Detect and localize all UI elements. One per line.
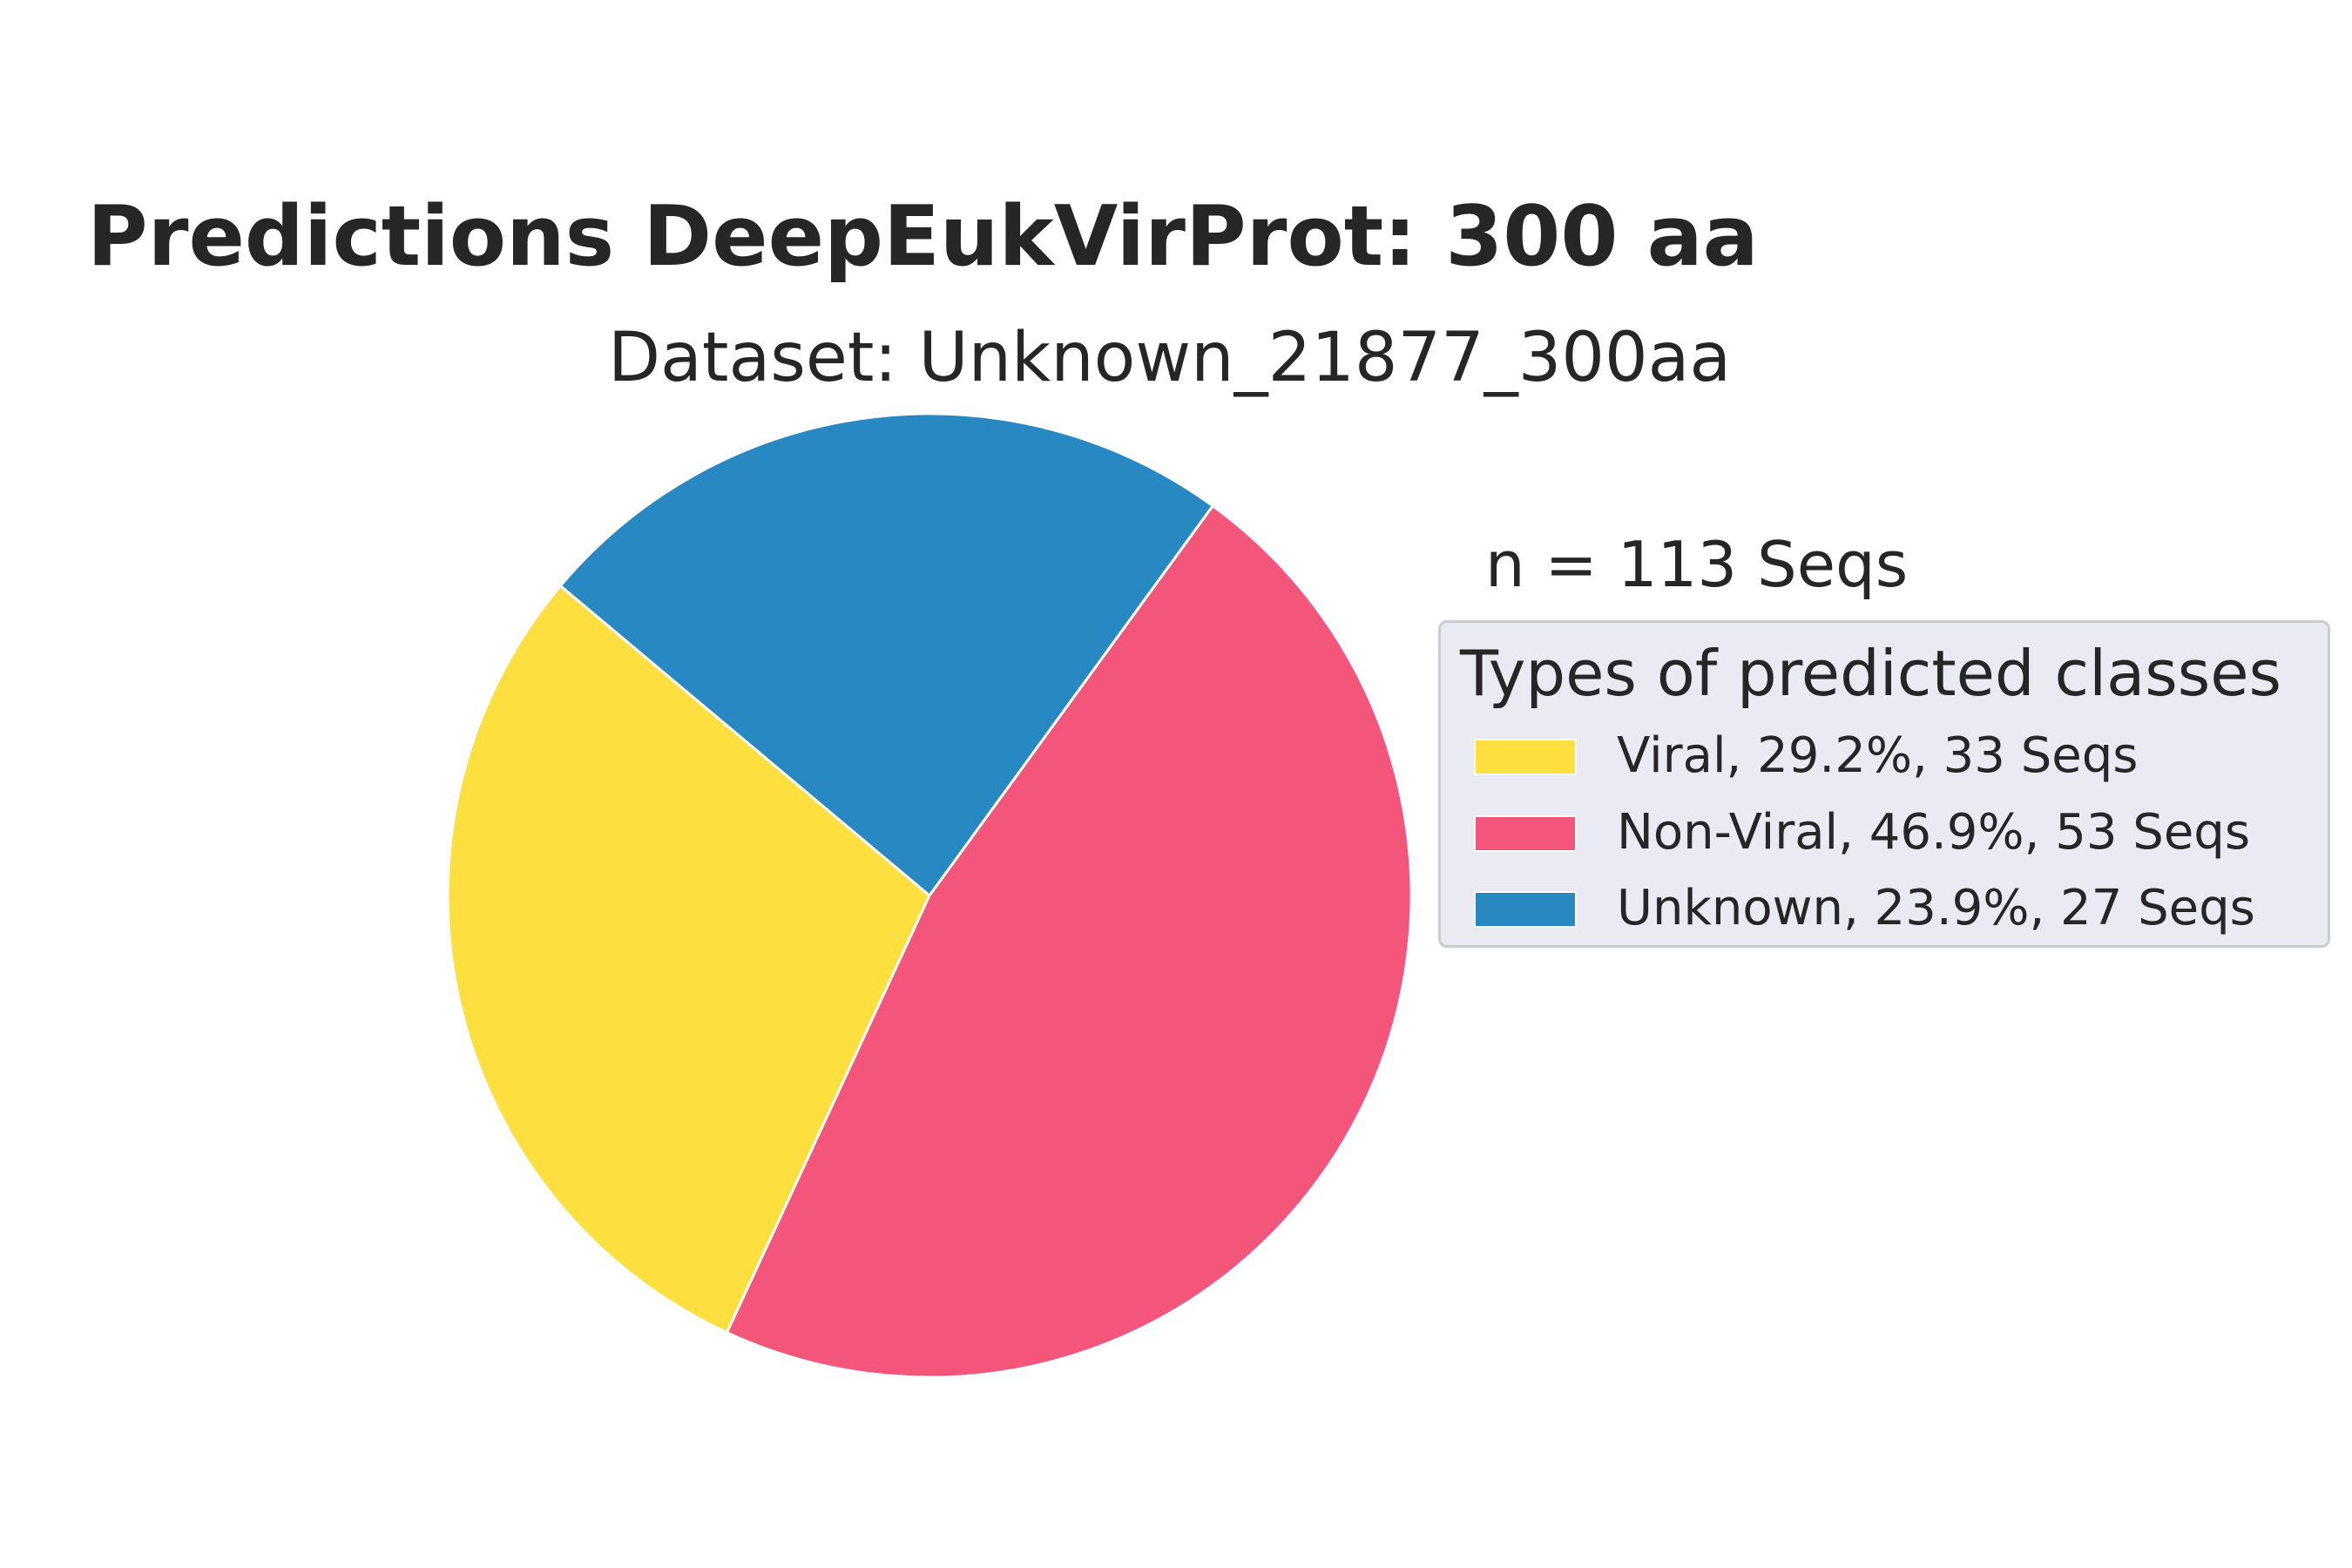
chart-subtitle: Dataset: Unknown_21877_300aa bbox=[608, 319, 1732, 397]
legend-swatch-viral bbox=[1474, 739, 1577, 775]
pie-slice-non-viral bbox=[725, 504, 1413, 1379]
legend: Types of predicted classes Viral, 29.2%,… bbox=[1438, 620, 2330, 948]
pie-slices bbox=[446, 412, 1413, 1379]
sequence-count-label: n = 113 Seqs bbox=[1485, 528, 1909, 601]
pie-slice-unknown bbox=[558, 412, 1214, 897]
legend-label-unknown: Unknown, 23.9%, 27 Seqs bbox=[1617, 880, 2255, 936]
legend-swatch-unknown bbox=[1474, 891, 1577, 928]
chart-title: Predictions DeepEukVirProt: 300 aa bbox=[87, 189, 1759, 285]
legend-label-viral: Viral, 29.2%, 33 Seqs bbox=[1617, 727, 2139, 784]
legend-label-non-viral: Non-Viral, 46.9%, 53 Seqs bbox=[1617, 804, 2250, 861]
legend-swatch-non-viral bbox=[1474, 815, 1577, 852]
pie-slice-viral bbox=[446, 585, 931, 1335]
legend-title: Types of predicted classes bbox=[1460, 637, 2282, 710]
